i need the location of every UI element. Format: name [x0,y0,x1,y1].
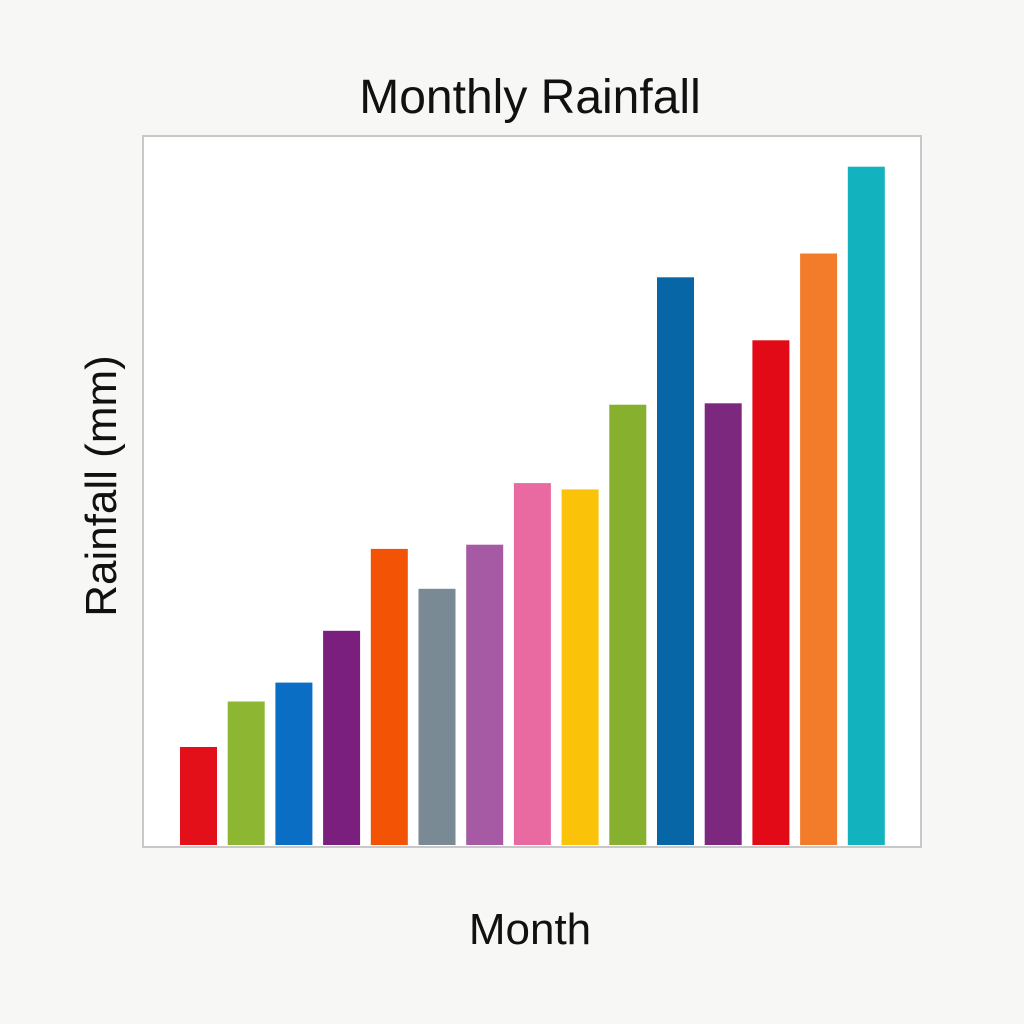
bar-5 [370,548,408,845]
bar-14 [800,253,838,845]
bar-7 [466,544,504,845]
bar-13 [752,340,790,845]
chart-title: Monthly Rainfall [359,71,701,124]
bar-1 [180,747,217,845]
bar-3 [275,682,313,845]
bar-4 [323,630,361,845]
y-axis-label: Rainfall (mm) [77,355,126,617]
bar-11 [657,277,694,845]
x-axis-label: Month [468,905,592,954]
bar-6 [418,588,456,845]
bar-8 [513,483,551,845]
bar-15 [847,166,885,845]
bars-group [180,166,885,845]
bar-10 [609,404,647,845]
bar-12 [704,403,742,845]
bar-2 [227,701,265,845]
bar-9 [561,489,599,845]
